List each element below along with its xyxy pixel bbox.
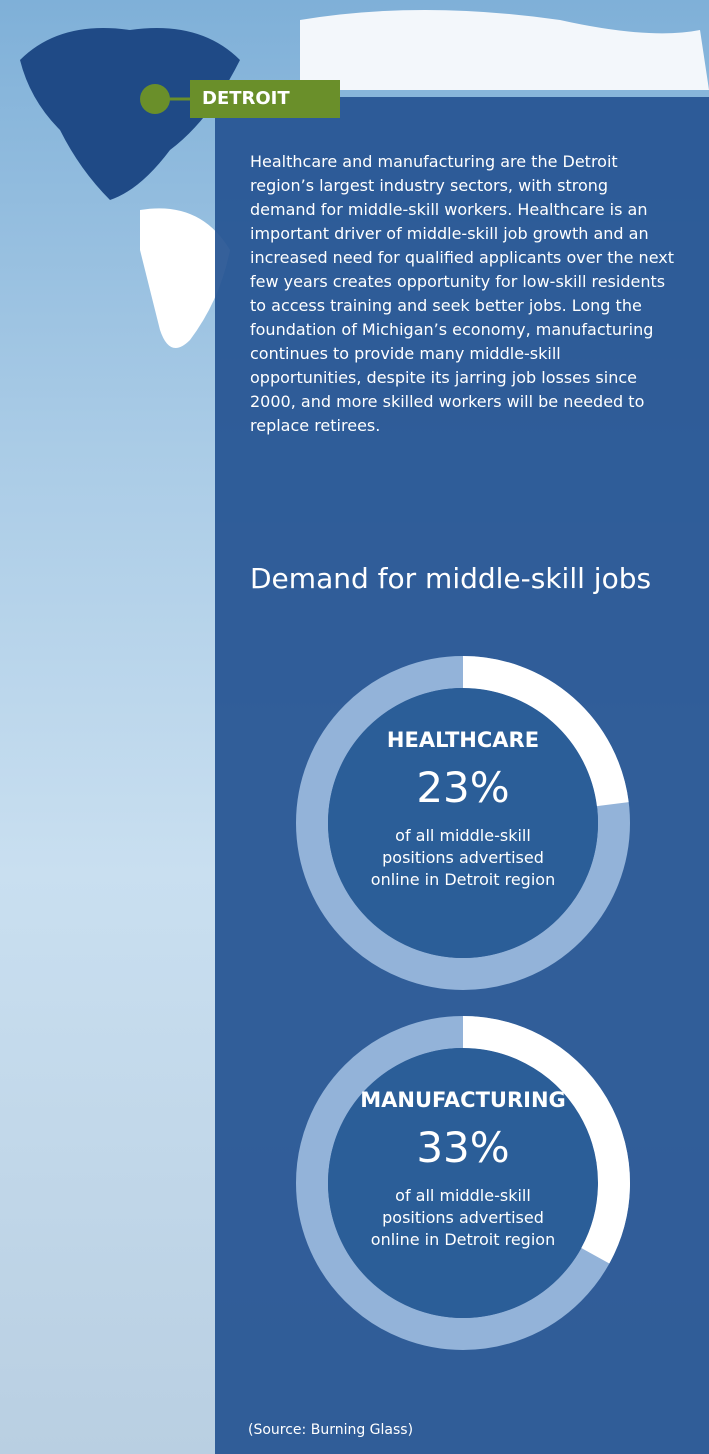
eurasia [300, 10, 709, 90]
south-america [140, 208, 230, 348]
paragraph: Healthcare and manufacturing are the Det… [250, 152, 674, 435]
donut-center [328, 688, 598, 958]
caption: of all middle-skill positions advertised… [370, 1186, 556, 1249]
donut-center [328, 1048, 598, 1318]
pin [140, 84, 170, 114]
value-label: 33% [416, 1123, 510, 1172]
donut-arc [462, 1016, 630, 1264]
category-label: MANUFACTURING [360, 1088, 566, 1112]
caption: of all middle-skill positions advertised… [370, 826, 556, 889]
value-label: 23% [416, 763, 510, 812]
category-label: HEALTHCARE [386, 728, 540, 752]
heading: Demand for middle-skill jobs [250, 562, 652, 595]
north-america [20, 28, 240, 200]
location-tag: DETROIT [190, 80, 340, 118]
source: (Source: Burning Glass) [248, 1422, 414, 1438]
donut-arc [462, 656, 629, 807]
